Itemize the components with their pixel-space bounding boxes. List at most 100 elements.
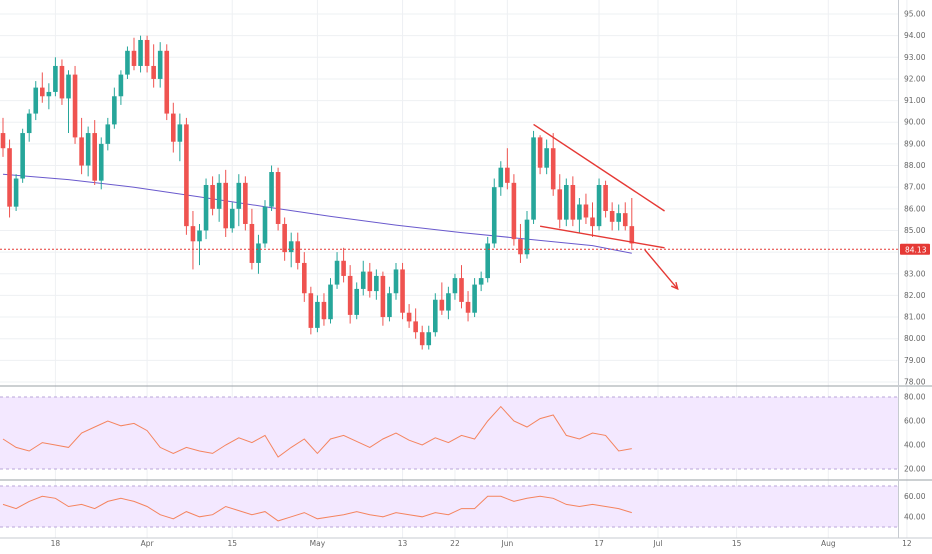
candle	[426, 325, 432, 350]
candle-body	[478, 278, 484, 285]
price-tick-label: 87.00	[904, 183, 926, 192]
candle	[184, 117, 189, 235]
candle-body	[400, 269, 405, 313]
candle	[40, 72, 45, 103]
candle-body	[393, 269, 399, 294]
candle-body	[216, 182, 222, 209]
candle	[131, 37, 137, 71]
candle	[511, 174, 517, 246]
candle	[577, 198, 582, 233]
candle-body	[20, 133, 25, 179]
candle	[85, 126, 91, 177]
candle	[79, 117, 84, 175]
candle	[144, 35, 150, 73]
candle	[505, 148, 510, 190]
rsi-tick-label: 80.00	[904, 393, 926, 402]
time-tick-label: 17	[594, 539, 604, 548]
candle-body	[13, 178, 19, 207]
candle	[164, 44, 170, 121]
candle-body	[577, 204, 582, 220]
candle	[629, 198, 635, 250]
candle	[328, 278, 333, 324]
candle-body	[629, 226, 635, 244]
candle	[380, 271, 386, 326]
candle-body	[321, 301, 327, 320]
time-tick-label: Aug	[821, 539, 836, 548]
price-tick-label: 86.00	[904, 204, 926, 213]
candle-body	[315, 301, 320, 328]
candle	[249, 208, 255, 270]
candle-body	[472, 284, 477, 313]
candle	[20, 128, 25, 183]
candle-body	[406, 312, 412, 322]
candle	[92, 120, 97, 186]
current-price-label: 84.13	[905, 245, 927, 254]
candle	[347, 265, 353, 324]
candle	[46, 83, 52, 110]
candle-body	[164, 50, 170, 114]
candle-body	[334, 260, 340, 285]
candle	[98, 137, 104, 190]
candle	[256, 234, 261, 274]
candle-body	[518, 239, 523, 255]
candle	[229, 202, 235, 233]
candle-body	[622, 213, 628, 227]
candle	[485, 236, 490, 283]
price-tick-label: 92.00	[904, 74, 926, 83]
candle-body	[446, 293, 451, 311]
candle-body	[524, 219, 530, 255]
candle-body	[354, 288, 359, 315]
candle	[7, 139, 12, 218]
candle-body	[249, 223, 255, 263]
candle-body	[374, 275, 379, 292]
rsi2-tick-label: 40.00	[904, 512, 926, 521]
candle-body	[72, 74, 78, 138]
candle	[374, 269, 379, 300]
candle	[243, 176, 248, 231]
candle-body	[184, 124, 189, 227]
candle-body	[262, 206, 268, 244]
candle	[197, 223, 202, 266]
candle	[53, 57, 58, 97]
candle	[564, 178, 569, 227]
candle	[295, 232, 301, 270]
candle-body	[144, 39, 150, 66]
candle	[524, 210, 530, 259]
time-tick-label: Apr	[141, 539, 155, 548]
candle-body	[243, 182, 248, 224]
price-tick-label: 79.00	[904, 356, 926, 365]
candle-body	[40, 87, 45, 97]
candle-body	[197, 230, 202, 242]
candle	[275, 167, 281, 231]
candle-body	[459, 278, 464, 302]
candle	[596, 178, 602, 231]
rsi-tick-label: 40.00	[904, 441, 926, 450]
candle-body	[46, 91, 52, 97]
candle-body	[387, 293, 392, 318]
candle	[66, 70, 71, 134]
price-tick-label: 78.00	[904, 378, 926, 387]
price-tick-label: 91.00	[904, 96, 926, 105]
price-tick-label: 90.00	[904, 118, 926, 127]
candle-body	[256, 243, 261, 263]
candle-body	[66, 74, 71, 99]
candle-body	[557, 189, 563, 220]
wedge-trendline	[533, 123, 665, 212]
candle	[603, 180, 608, 218]
candle-body	[413, 321, 418, 333]
candle-body	[125, 50, 130, 75]
rsi2-line	[2, 495, 632, 522]
time-tick-label: 12	[902, 539, 912, 548]
candle-body	[223, 182, 228, 229]
candle	[26, 109, 32, 142]
candle-body	[59, 65, 65, 99]
candle	[354, 282, 359, 320]
candle	[282, 217, 287, 261]
candle-body	[439, 299, 445, 311]
price-tick-label: 95.00	[904, 10, 926, 19]
candle-body	[275, 172, 281, 224]
candle-body	[98, 143, 104, 181]
candle	[360, 260, 366, 296]
candle	[59, 59, 65, 105]
